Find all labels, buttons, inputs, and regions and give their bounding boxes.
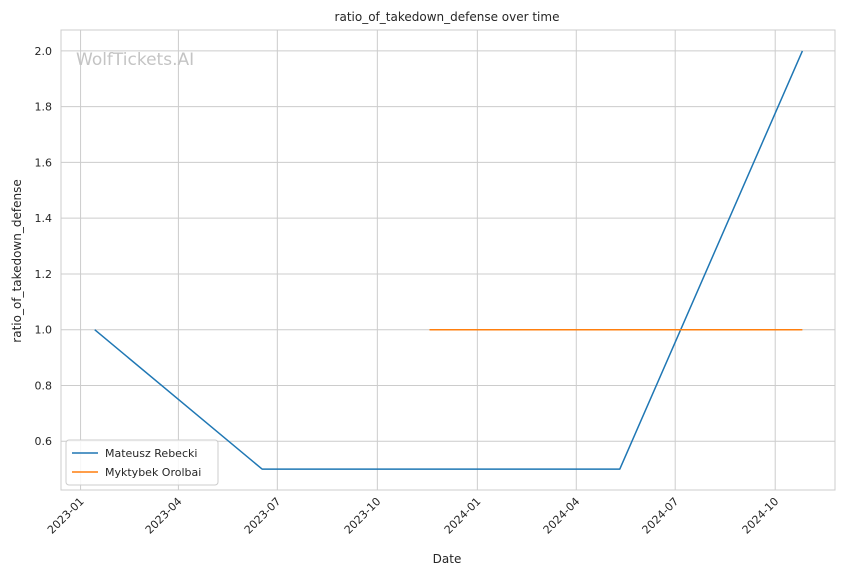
y-tick-label: 1.8 [35,101,53,114]
y-tick-label: 0.6 [35,435,53,448]
legend-box [65,439,219,486]
y-tick-label: 1.0 [35,324,53,337]
y-tick-label: 1.6 [35,156,53,169]
y-tick-label: 0.8 [35,379,53,392]
legend: Mateusz Rebecki Myktybek Orolbai [65,439,219,486]
x-axis-label: Date [433,552,462,566]
watermark: WolfTickets.AI [76,50,194,70]
series-line [94,50,804,470]
y-tick-label: 2.0 [35,45,53,58]
chart-title: ratio_of_takedown_defense over time [335,10,560,24]
grid [61,30,835,490]
series-lines [94,50,804,470]
y-axis-label: ratio_of_takedown_defense [10,179,24,342]
plot-frame [60,29,836,491]
y-tick-label: 1.2 [35,268,53,281]
legend-label: Myktybek Orolbai [105,466,201,479]
y-tick-label: 1.4 [35,212,53,225]
legend-label: Mateusz Rebecki [105,447,197,460]
